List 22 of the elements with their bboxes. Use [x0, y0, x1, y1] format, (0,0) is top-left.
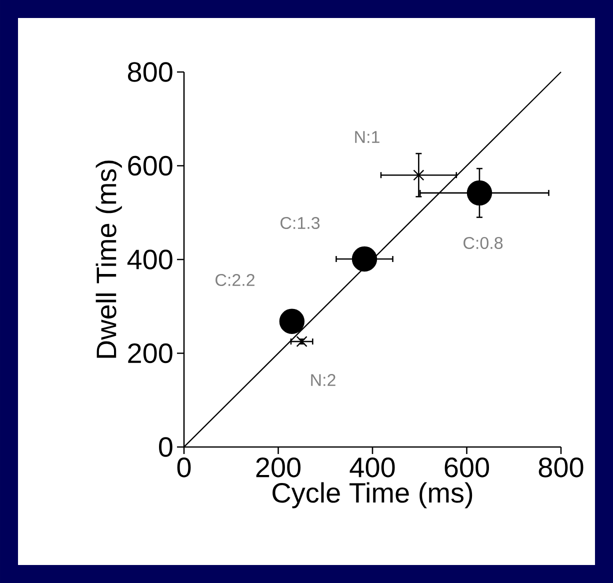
point [279, 308, 305, 334]
annotation: C:1.3 [280, 216, 320, 230]
point [413, 170, 424, 181]
y-axis-title: Dwell Time (ms) [96, 160, 122, 358]
x-tick-label: 400 [350, 458, 395, 478]
x-axis-title: Cycle Time (ms) [272, 482, 472, 508]
y-tick-label: 600 [128, 156, 172, 176]
y-tick-label: 0 [158, 437, 172, 457]
x-tick-label: 800 [538, 458, 584, 478]
y-tick-label: 800 [128, 62, 172, 82]
annotation: C:2.2 [216, 274, 254, 286]
x-tick-label: 600 [444, 458, 489, 478]
x-tick-label: 200 [256, 458, 301, 478]
point [466, 180, 492, 206]
annotation: N:1 [355, 131, 380, 143]
y-tick-label: 400 [127, 250, 172, 270]
y-tick-label: 200 [128, 343, 172, 364]
annotation: C:0.8 [464, 236, 503, 250]
annotation: N:2 [311, 374, 336, 386]
point [296, 336, 308, 348]
point [352, 246, 378, 272]
x-tick-label: 0 [177, 458, 191, 478]
